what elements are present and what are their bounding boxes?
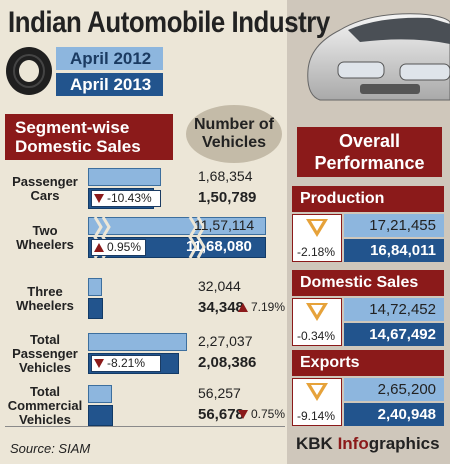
overall-2-change-panel: -9.14% — [292, 378, 342, 426]
overall-value-2012: 17,21,455 — [344, 214, 444, 237]
value-label-2012: 56,257 — [198, 385, 241, 401]
segment-heading-line1: Segment-wise — [15, 118, 130, 137]
category-label: Three Wheelers — [2, 285, 88, 313]
category-label-line: Commercial — [7, 398, 83, 413]
value-label-2012: 2,27,037 — [198, 333, 253, 349]
down-triangle-icon — [94, 359, 104, 369]
legend-april-2013: April 2013 — [56, 73, 163, 96]
category-label: Two Wheelers — [2, 224, 88, 252]
category-label: Total Passenger Vehicles — [2, 333, 88, 375]
value-label-2013: 1,50,789 — [198, 189, 257, 206]
overall-value-2012: 14,72,452 — [344, 298, 444, 321]
change-value: 0.95% — [107, 240, 142, 254]
category-label-line: Wheelers — [16, 237, 74, 252]
credit: KBK Infographics — [296, 434, 440, 454]
overall-1-change-panel: -0.34% — [292, 298, 342, 346]
axis-break-mark — [186, 216, 208, 259]
down-triangle-inner — [311, 221, 323, 231]
category-label-line: Total — [29, 384, 61, 399]
credit-info: Info — [337, 434, 369, 453]
footer-divider — [5, 426, 285, 427]
bar-april-2013 — [88, 405, 113, 426]
change-value: 7.19% — [251, 300, 286, 314]
source-note: Source: SIAM — [10, 441, 91, 456]
bar-april-2012 — [88, 385, 112, 403]
change-value: -10.43% — [107, 191, 152, 205]
category-label-line: Cars — [30, 188, 60, 203]
tyre-icon — [6, 47, 52, 95]
credit-graphics: graphics — [368, 434, 440, 453]
overall-change-value: -9.14% — [297, 409, 336, 423]
value-label-2012: 32,044 — [198, 278, 241, 294]
page-title: Indian Automobile Industry — [8, 6, 330, 39]
bar-april-2012 — [88, 168, 161, 186]
overall-heading-line1: Overall — [338, 131, 401, 151]
change-value: -8.21% — [107, 356, 146, 370]
category-label-line: Vehicles — [18, 360, 72, 375]
value-label-2013: 2,08,386 — [198, 354, 257, 371]
down-triangle-icon — [306, 303, 328, 321]
overall-value-2013: 2,40,948 — [344, 403, 444, 426]
number-heading-line1: Number of — [194, 116, 274, 133]
bar-april-2012 — [88, 217, 266, 235]
overall-0-heading: Production — [292, 186, 444, 212]
overall-change-value: -0.34% — [297, 329, 336, 343]
down-triangle-inner — [311, 305, 323, 315]
category-label-line: Wheelers — [16, 298, 74, 313]
bar-april-2012 — [88, 333, 187, 351]
value-label-2013: 34,348 — [198, 299, 244, 316]
bar-april-2013 — [88, 298, 103, 319]
down-triangle-icon — [94, 194, 104, 204]
category-label-line: Passenger — [12, 174, 78, 189]
value-label-2012: 1,68,354 — [198, 168, 253, 184]
overall-0-change-panel: -2.18% — [292, 214, 342, 262]
segment-heading: Segment-wise Domestic Sales — [5, 114, 173, 160]
value-label-2013: 56,678 — [198, 406, 244, 423]
overall-heading: Overall Performance — [297, 127, 442, 177]
down-triangle-icon — [306, 383, 328, 401]
up-triangle-icon — [94, 243, 104, 253]
category-label-line: Three — [27, 284, 63, 299]
car-illustration — [307, 13, 450, 101]
value-label-2013: 11,68,080 — [186, 238, 252, 255]
overall-value-2012: 2,65,200 — [344, 378, 444, 401]
change-badge: -8.21% — [91, 355, 161, 372]
category-label-line: Passenger — [12, 346, 78, 361]
overall-2-heading: Exports — [292, 350, 444, 376]
category-label-line: Vehicles — [18, 412, 72, 427]
down-triangle-icon — [306, 219, 328, 237]
down-triangle-icon — [238, 410, 248, 420]
credit-kbk: KBK — [296, 434, 338, 453]
down-triangle-inner — [311, 385, 323, 395]
number-heading-line2: Vehicles — [201, 134, 267, 151]
overall-1-heading: Domestic Sales — [292, 270, 444, 296]
value-label-2012: 11,57,114 — [194, 217, 255, 233]
change-badge: 0.75% — [238, 407, 285, 421]
change-badge: 7.19% — [238, 300, 285, 314]
segment-heading-line2: Domestic Sales — [15, 137, 141, 156]
category-label: Passenger Cars — [2, 175, 88, 203]
category-label-line: Two — [32, 223, 58, 238]
legend-april-2012: April 2012 — [56, 47, 163, 70]
number-of-vehicles-badge: Number of Vehicles — [186, 105, 282, 163]
change-badge: 0.95% — [91, 239, 146, 256]
overall-heading-line2: Performance — [314, 153, 425, 173]
up-triangle-icon — [238, 303, 248, 313]
overall-change-value: -2.18% — [297, 245, 336, 259]
overall-value-2013: 14,67,492 — [344, 323, 444, 346]
bar-april-2012 — [88, 278, 102, 296]
change-value: 0.75% — [251, 407, 286, 421]
change-badge: -10.43% — [91, 190, 161, 207]
category-label: Total Commercial Vehicles — [2, 385, 88, 427]
overall-value-2013: 16,84,011 — [344, 239, 444, 262]
category-label-line: Total — [29, 332, 61, 347]
